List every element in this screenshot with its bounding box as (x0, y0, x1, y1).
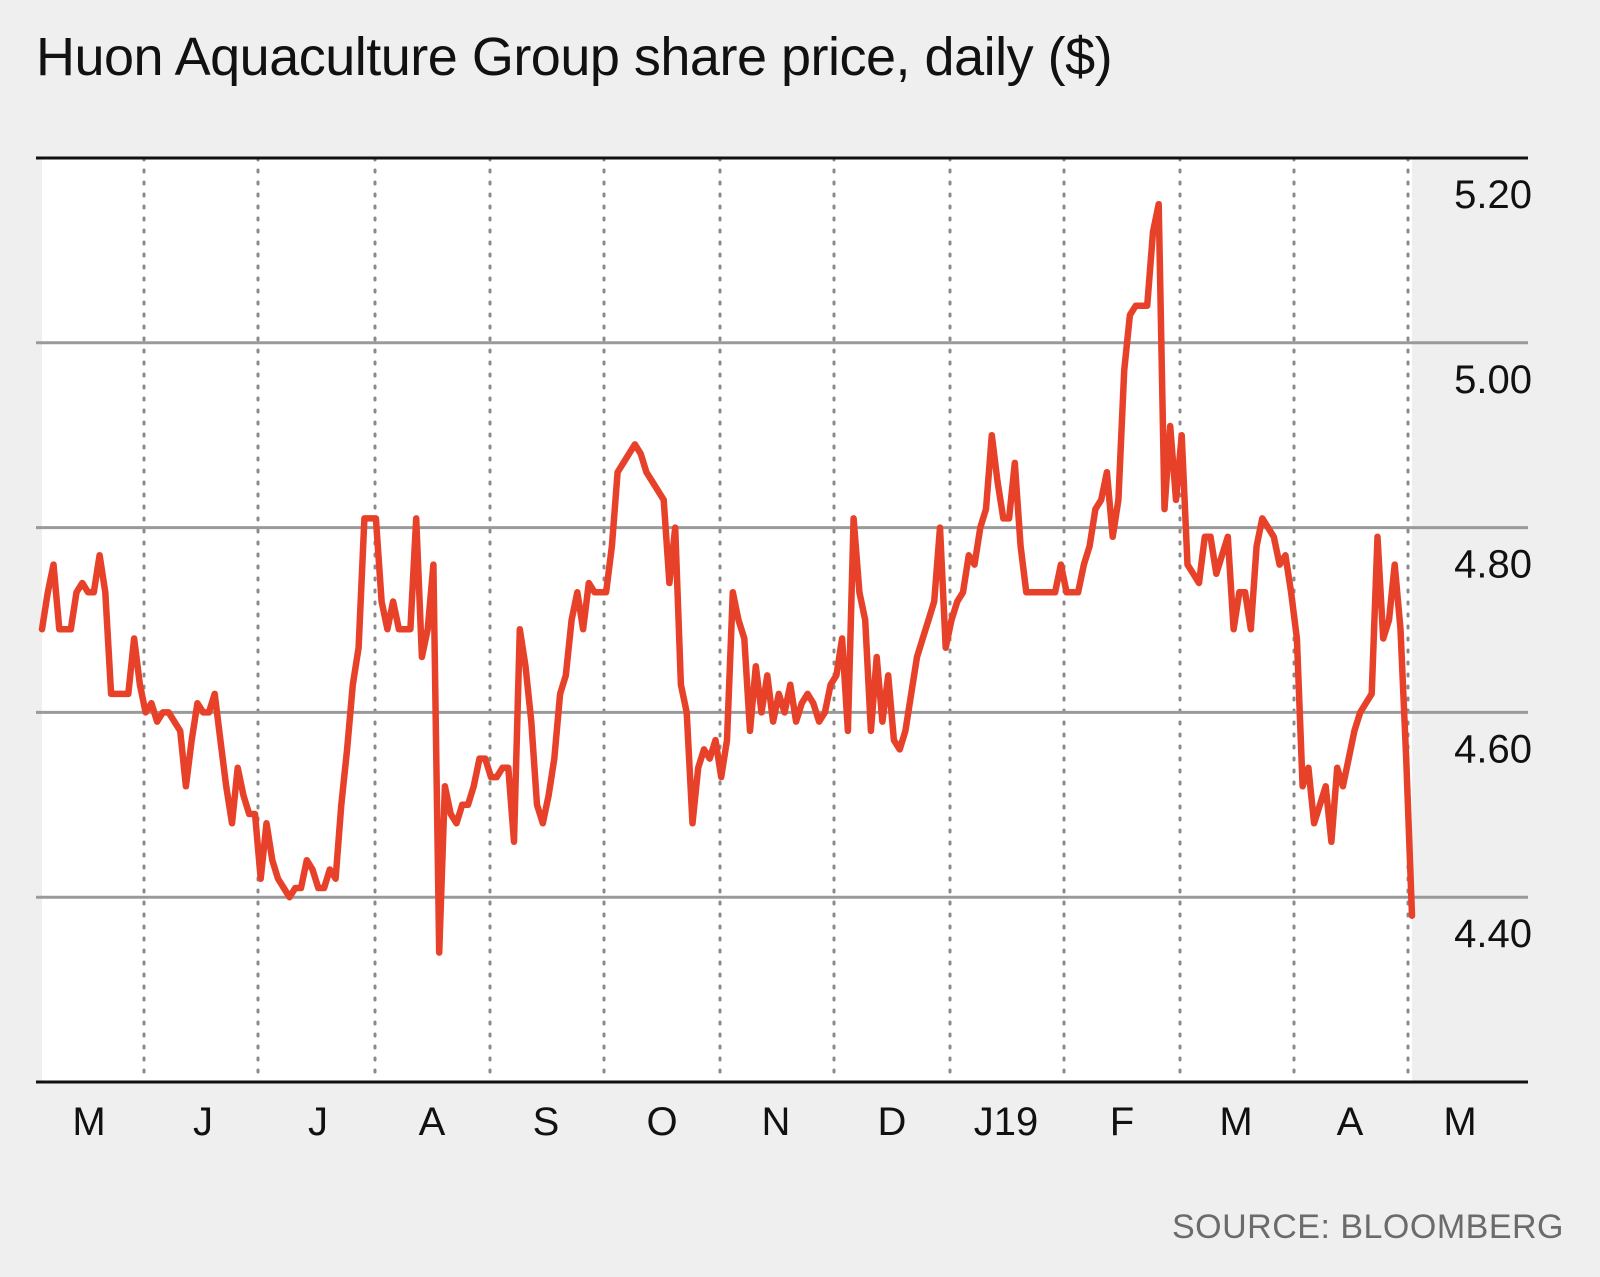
x-tick-label: J19 (974, 1100, 1039, 1144)
y-tick-label: 5.00 (1454, 358, 1532, 402)
y-tick-label: 4.40 (1454, 912, 1532, 956)
plot-area-background (42, 158, 1412, 1082)
chart-title: Huon Aquaculture Group share price, dail… (36, 27, 1113, 87)
x-tick-label: M (1219, 1100, 1252, 1144)
vertical-gridlines (142, 156, 1410, 1084)
x-tick-label: O (646, 1100, 677, 1144)
share-price-line (38, 200, 1416, 956)
x-tick-label: M (1443, 1100, 1476, 1144)
series-line-layer (38, 200, 1416, 956)
x-tick-label: J (193, 1100, 213, 1144)
x-axis-tick-labels: M J J A S O N D J19 F M A M (72, 1100, 1476, 1144)
x-tick-label: A (419, 1100, 446, 1144)
x-tick-label: F (1110, 1100, 1134, 1144)
y-tick-label: 4.80 (1454, 543, 1532, 587)
x-tick-label: A (1337, 1100, 1364, 1144)
x-tick-label: M (72, 1100, 105, 1144)
x-tick-label: D (878, 1100, 907, 1144)
area-fill-layer (42, 158, 1412, 1082)
y-tick-label: 4.60 (1454, 727, 1532, 771)
x-tick-label: J (308, 1100, 328, 1144)
x-tick-label: N (762, 1100, 791, 1144)
axis-lines (36, 156, 1528, 1084)
y-axis-tick-labels: 4.40 4.60 4.80 5.00 5.20 (1454, 173, 1532, 956)
x-tick-label: S (533, 1100, 560, 1144)
y-tick-label: 5.20 (1454, 173, 1532, 217)
source-note: SOURCE: BLOOMBERG (1171, 1208, 1564, 1246)
